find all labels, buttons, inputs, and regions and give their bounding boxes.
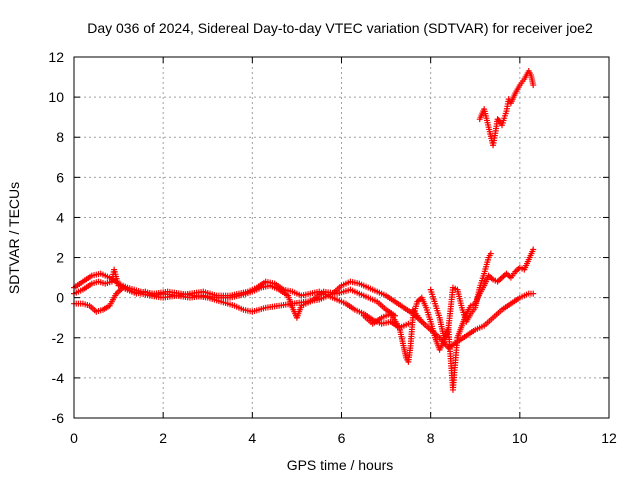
data-marks — [71, 68, 537, 393]
y-axis-label: SDTVAR / TECUs — [6, 182, 22, 294]
data-point — [530, 290, 537, 297]
series-track-d — [360, 246, 537, 393]
axis-ticks: 0 2 4 6 8 10 12 -6 -4 -2 0 2 4 6 8 10 12 — [48, 49, 617, 446]
data-point — [405, 320, 412, 327]
x-tick-label: 8 — [427, 430, 435, 446]
x-axis-label: GPS time / hours — [287, 457, 394, 473]
data-point — [530, 246, 537, 253]
data-point — [530, 82, 537, 89]
data-point — [487, 250, 494, 257]
chart-title: Day 036 of 2024, Sidereal Day-to-day VTE… — [87, 20, 593, 36]
series-track-f — [427, 250, 494, 341]
series-track-g — [476, 68, 537, 149]
x-tick-label: 2 — [159, 430, 167, 446]
grid-lines — [74, 57, 609, 418]
y-tick-label: 8 — [56, 129, 64, 145]
series-track-e — [409, 290, 537, 351]
x-tick-label: 4 — [248, 430, 256, 446]
x-tick-label: 12 — [601, 430, 617, 446]
x-tick-label: 0 — [70, 430, 78, 446]
y-tick-label: -6 — [52, 410, 65, 426]
y-tick-label: -4 — [52, 370, 65, 386]
y-tick-label: 0 — [56, 290, 64, 306]
series-track-c — [71, 270, 434, 333]
y-tick-label: 2 — [56, 250, 64, 266]
y-tick-label: 12 — [48, 49, 64, 65]
y-tick-label: 10 — [48, 89, 64, 105]
y-tick-label: 6 — [56, 169, 64, 185]
x-tick-label: 6 — [338, 430, 346, 446]
y-tick-label: -2 — [52, 330, 65, 346]
y-tick-label: 4 — [56, 209, 64, 225]
x-tick-label: 10 — [512, 430, 528, 446]
